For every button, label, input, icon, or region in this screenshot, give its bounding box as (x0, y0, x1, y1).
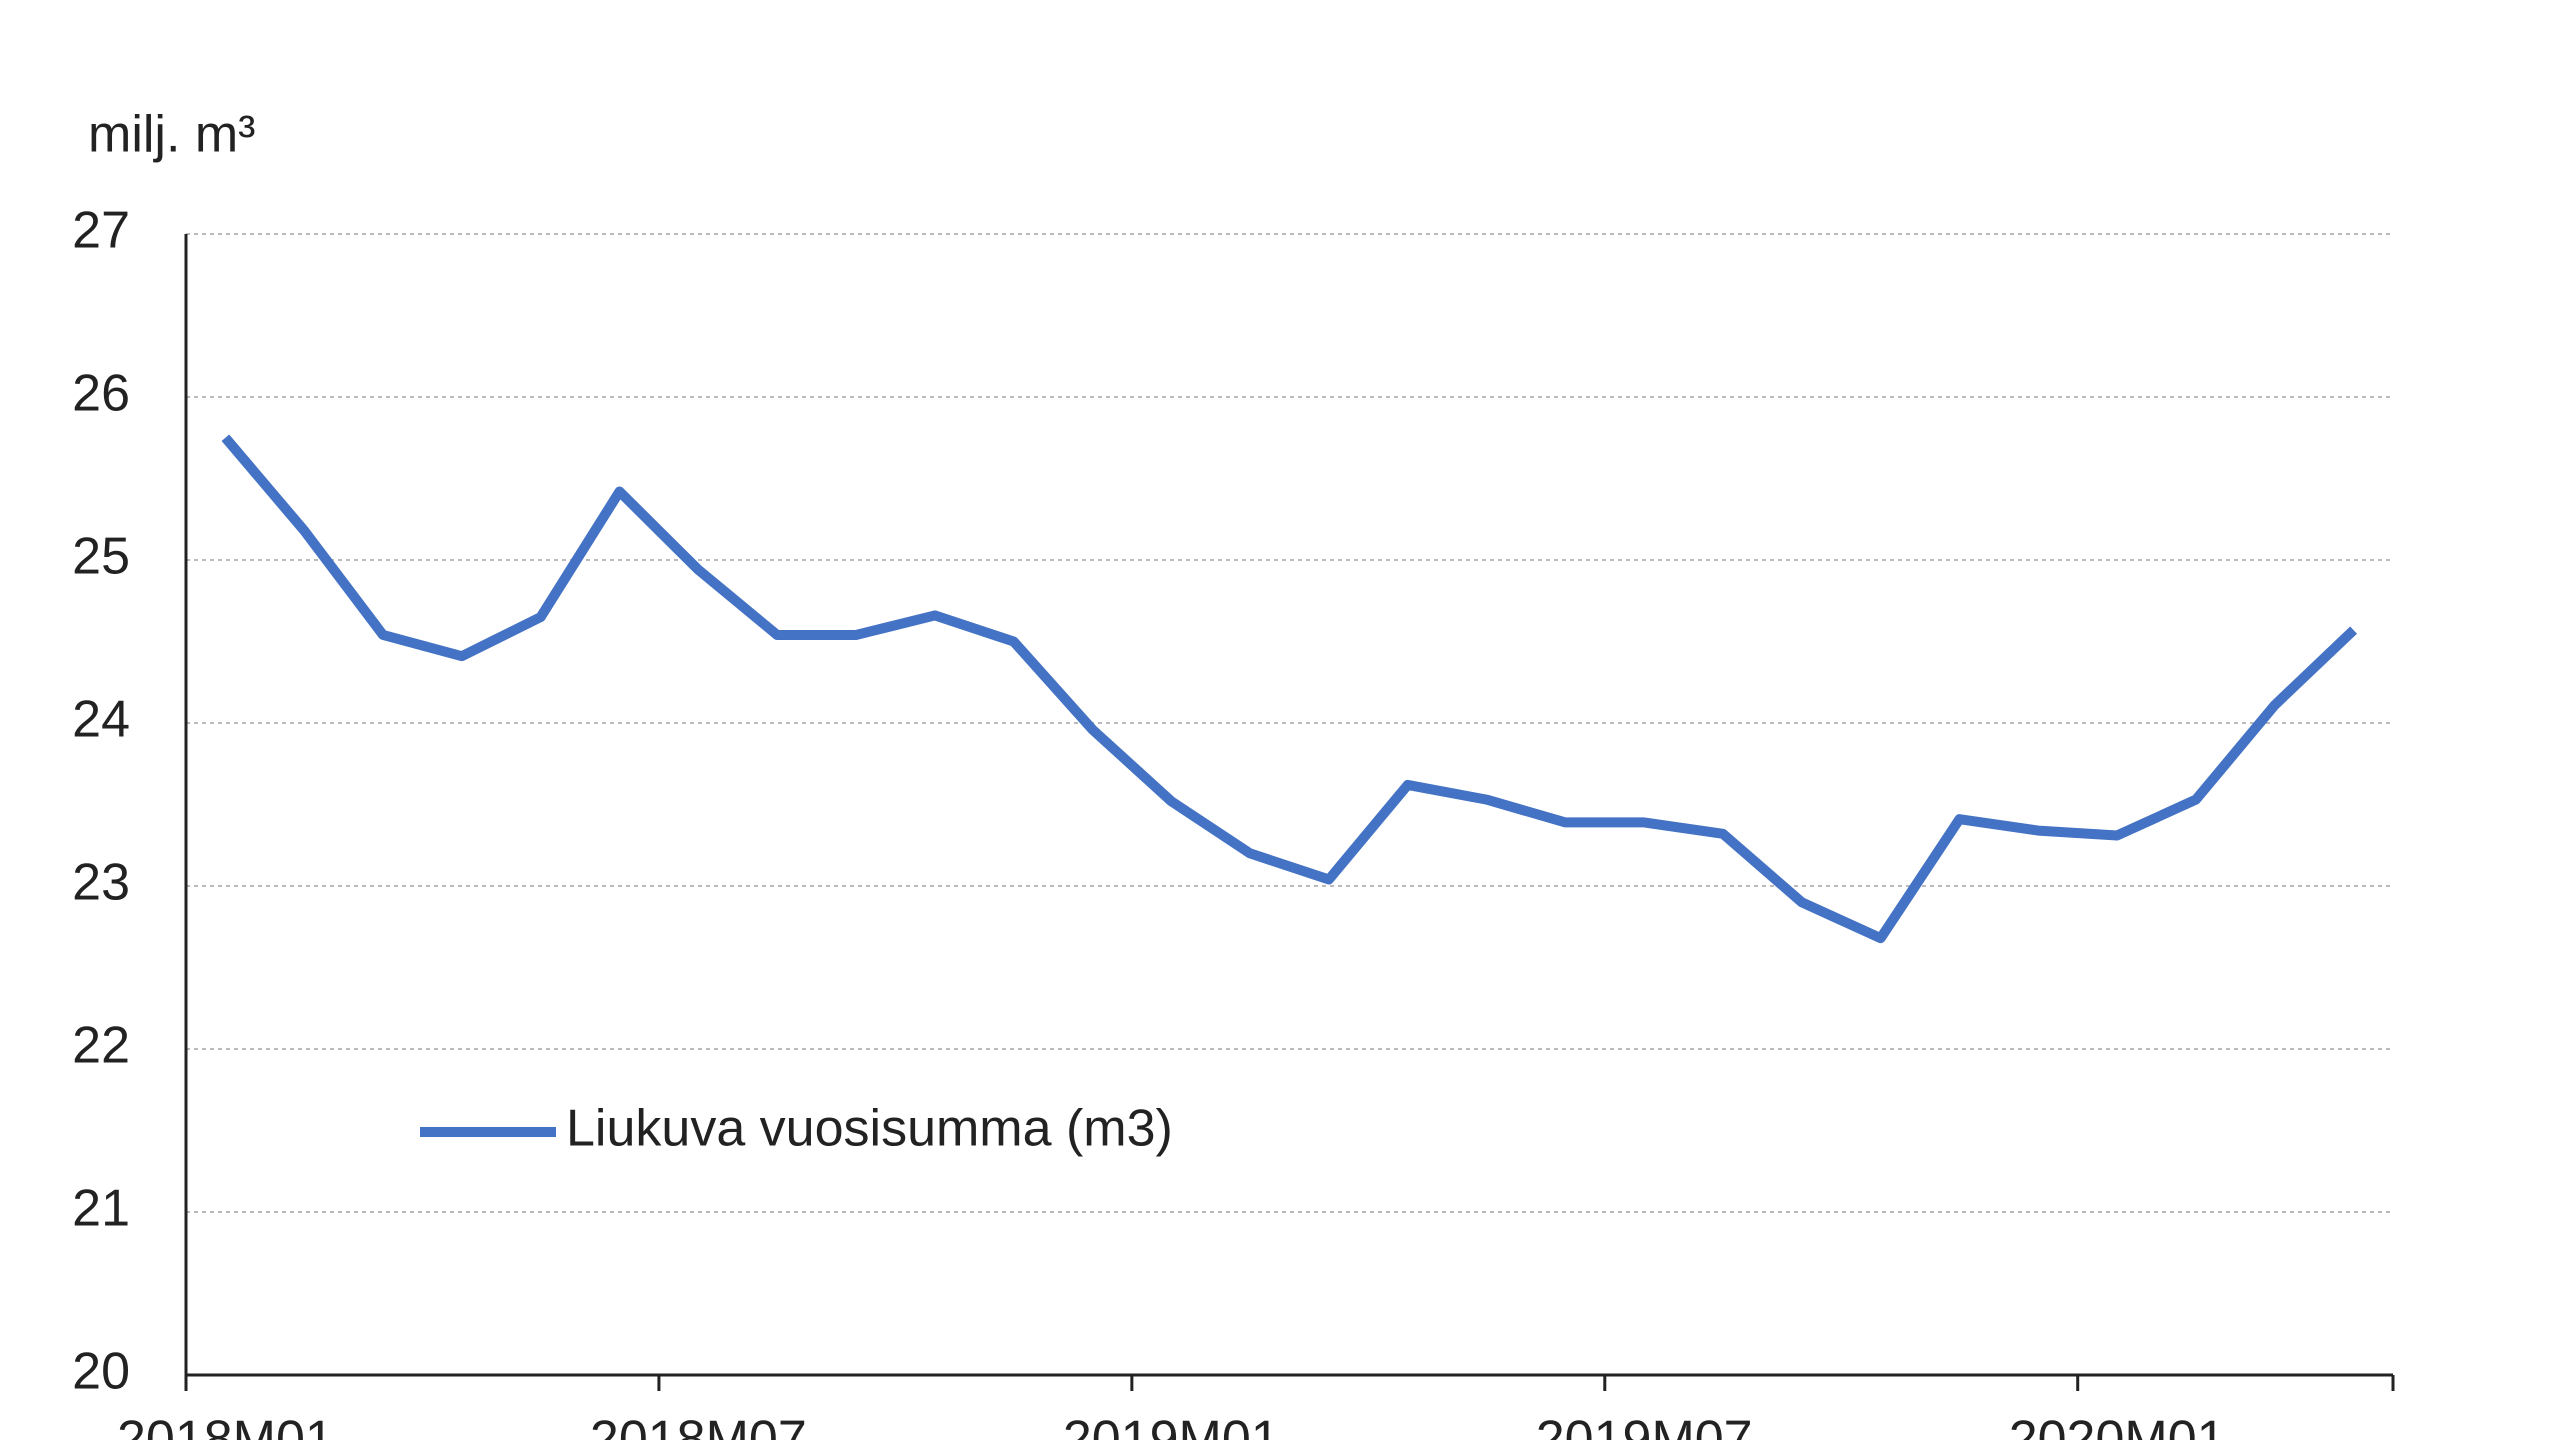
y-tick-label: 26 (72, 365, 130, 423)
y-axis-label: milj. m³ (88, 106, 256, 164)
y-tick-label: 25 (72, 528, 130, 586)
y-tick-label: 24 (72, 691, 130, 749)
legend-label: Liukuva vuosisumma (m3) (566, 1100, 1173, 1158)
x-tick-label: 2019M07 (1536, 1411, 1753, 1440)
series-line (221, 434, 2358, 944)
y-tick-label: 22 (72, 1017, 130, 1075)
x-tick-label: 2019M01 (1063, 1411, 1280, 1440)
x-tick-label: 2020M01 (2009, 1411, 2226, 1440)
y-tick-label: 23 (72, 854, 130, 912)
y-tick-label: 21 (72, 1180, 130, 1238)
y-tick-label: 20 (72, 1343, 130, 1401)
x-tick-label: 2018M01 (117, 1411, 334, 1440)
x-tick-label: 2018M07 (590, 1411, 807, 1440)
y-tick-label: 27 (72, 202, 130, 260)
